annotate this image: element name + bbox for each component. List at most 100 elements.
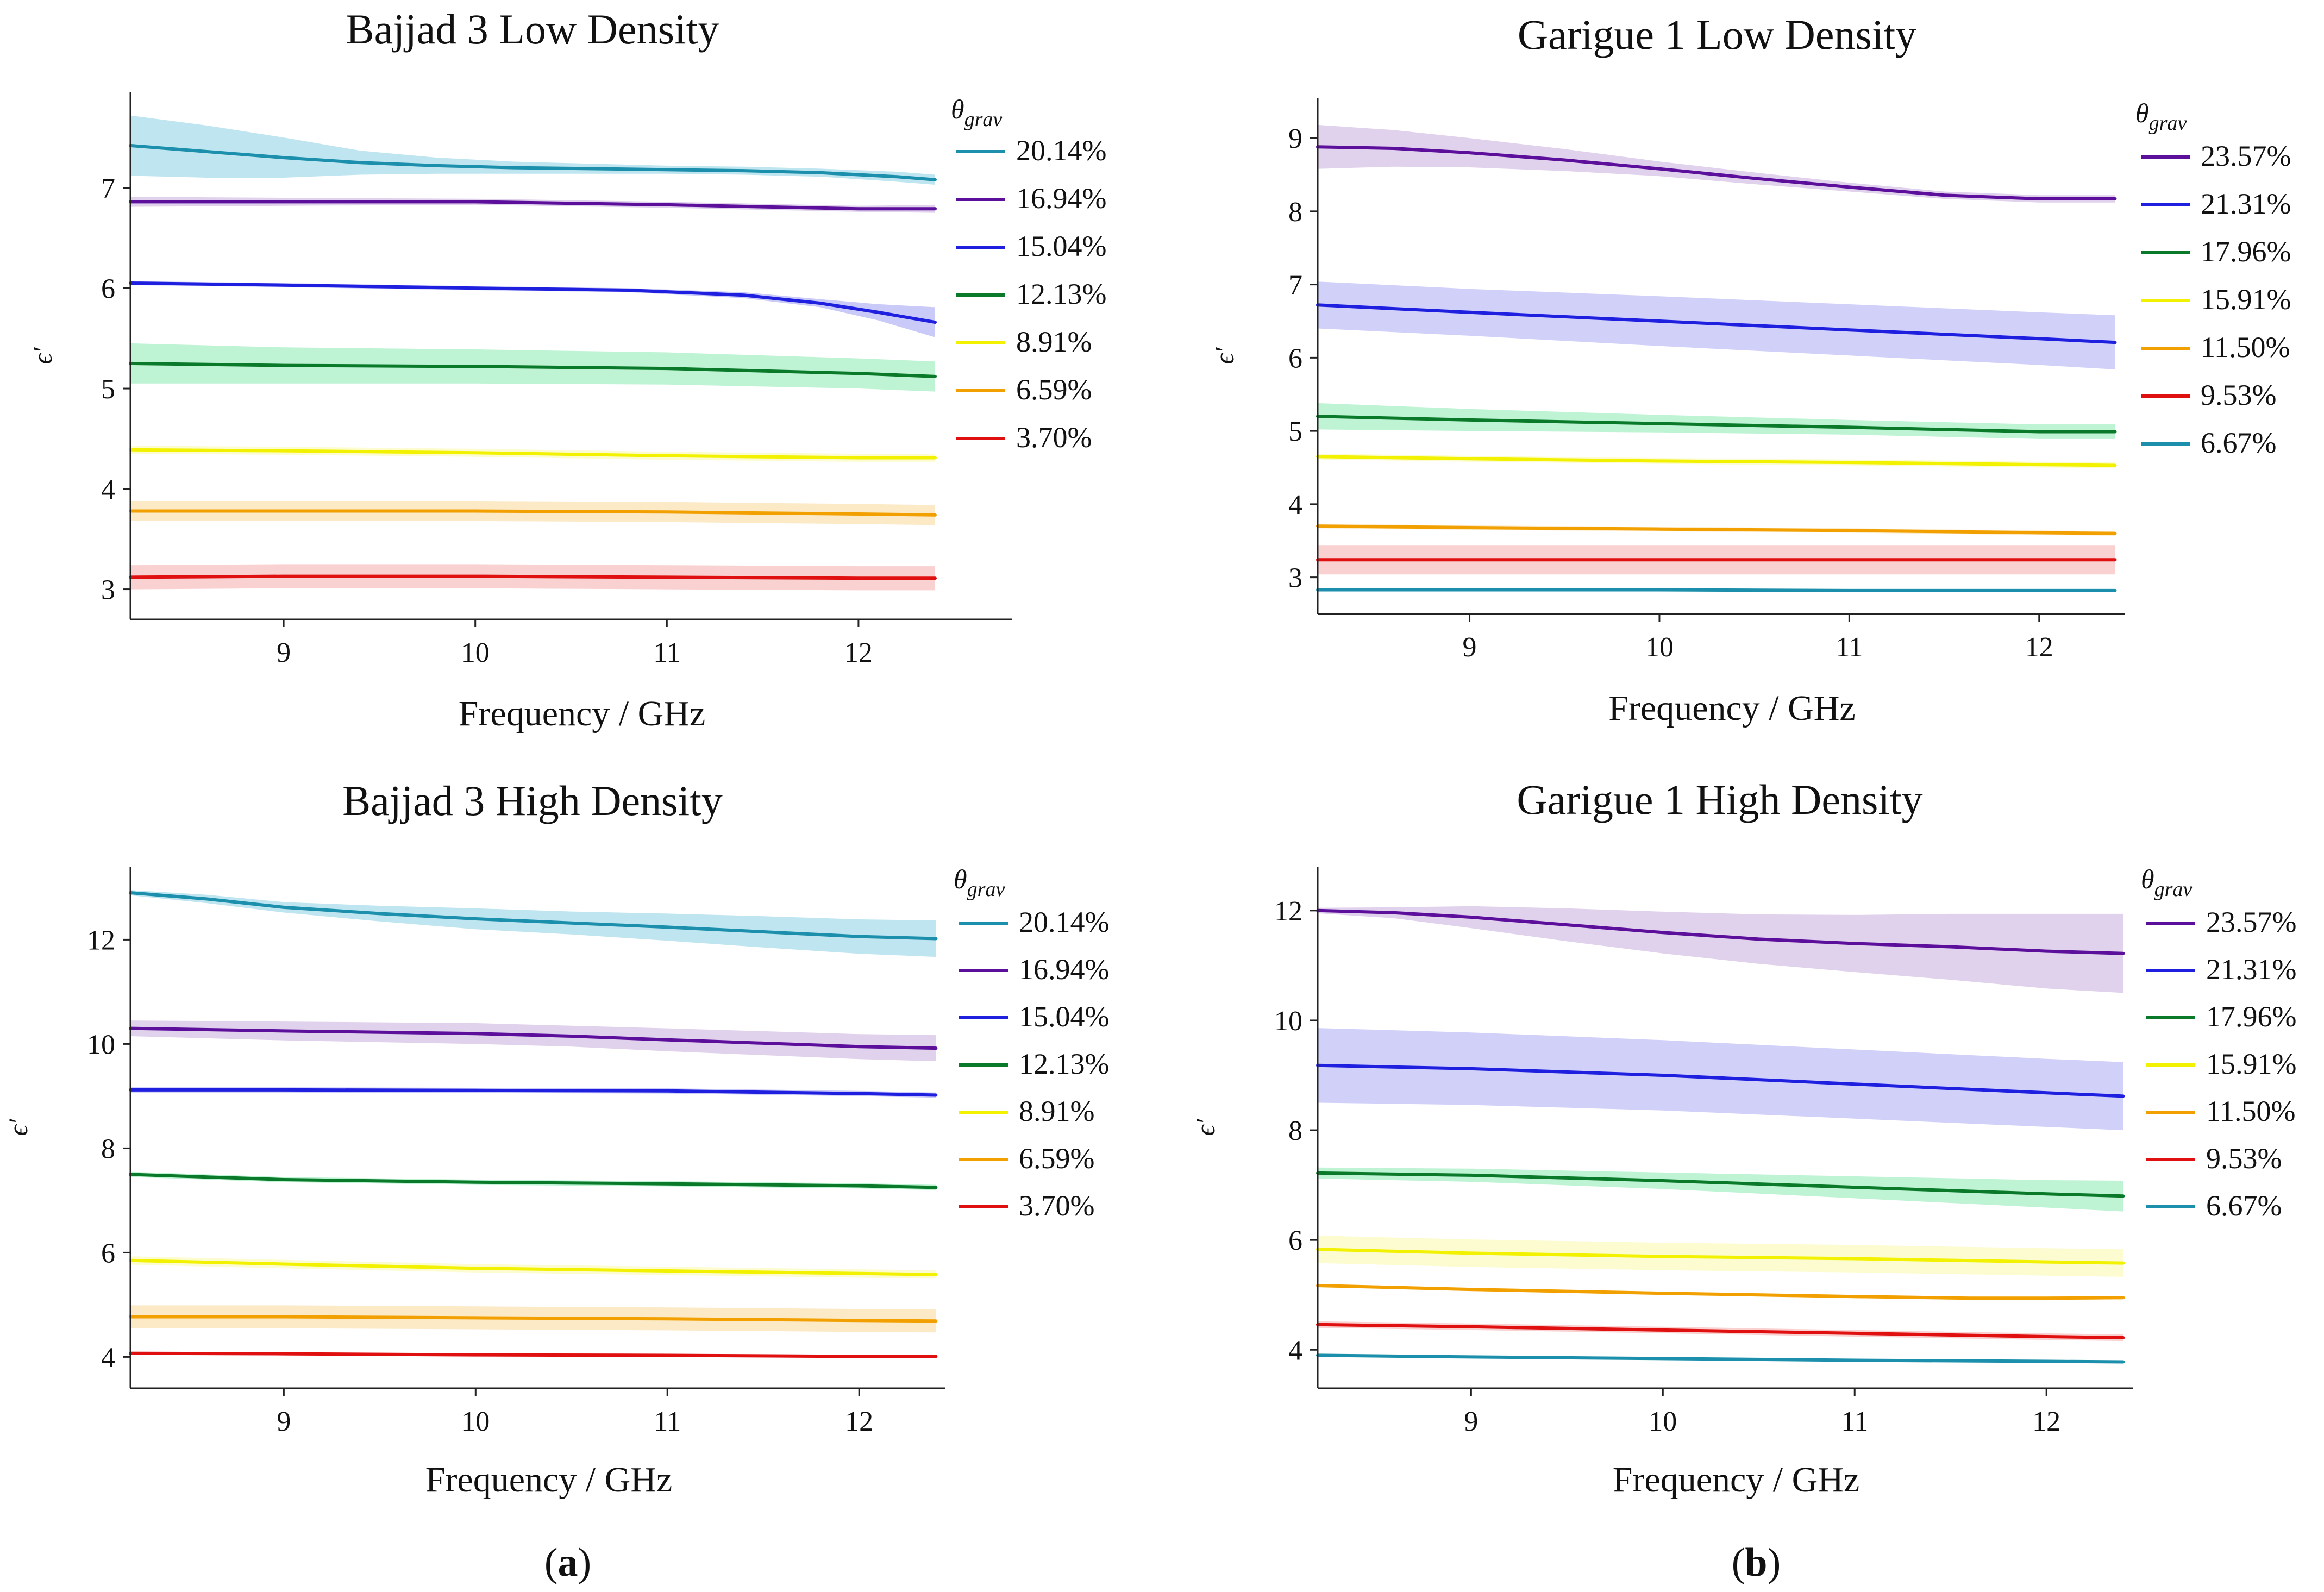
legend-label-8-91: 8.91% — [1016, 325, 1092, 358]
x-tick-label: 10 — [1649, 1406, 1677, 1437]
series-band-17-96 — [1318, 403, 2115, 439]
x-tick-label: 10 — [461, 1406, 490, 1437]
series-line-23-57 — [1316, 908, 2125, 955]
x-tick-label: 10 — [1645, 632, 1674, 663]
series-band-16-94 — [130, 197, 935, 213]
legend-label-11-50: 11.50% — [2206, 1095, 2295, 1127]
legend-label-6-59: 6.59% — [1016, 373, 1092, 406]
legend-label-12-13: 12.13% — [1019, 1048, 1109, 1080]
x-tick-label: 12 — [844, 637, 873, 668]
series-line-8-91 — [129, 448, 937, 460]
series-band-20-14 — [130, 890, 936, 957]
series-line-6-67 — [1316, 588, 2117, 592]
legend-label-11-50: 11.50% — [2201, 331, 2290, 363]
chart-title: Bajjad 3 Low Density — [346, 5, 719, 53]
y-axis-label: ϵ′ — [1209, 347, 1239, 364]
y-tick-label: 6 — [101, 1238, 115, 1269]
legend-label-21-31: 21.31% — [2201, 187, 2291, 220]
x-tick-label: 9 — [277, 1406, 291, 1437]
series-line-16-94 — [129, 1026, 938, 1050]
x-tick-label: 12 — [2032, 1406, 2060, 1437]
y-tick-label: 8 — [1288, 1115, 1302, 1146]
series-line-11-50 — [1316, 524, 2117, 535]
legend-label-20-14: 20.14% — [1019, 906, 1109, 938]
x-tick-label: 9 — [1464, 1406, 1478, 1437]
legend-label-15-91: 15.91% — [2201, 283, 2291, 316]
legend-label-6-67: 6.67% — [2201, 427, 2276, 459]
x-axis-label: Frequency / GHz — [425, 1460, 673, 1500]
legend-label-3-70: 3.70% — [1019, 1189, 1094, 1222]
y-tick-label: 10 — [1274, 1006, 1302, 1037]
chart-garigue1-high-density: Garigue 1 High Density 9 10 11 12 4 6 8 10 12 Freq… — [1190, 776, 2296, 1500]
legend: θgrav 20.14% 16.94% 15.04% 12.13% 8.91% 6.59% 3… — [951, 94, 1106, 454]
chart-bajjad3-low-density: Bajjad 3 Low Density 9 10 11 12 3 4 5 6 7 Frequenc… — [27, 5, 1106, 734]
series-band-12-13 — [130, 1171, 936, 1190]
series-band-23-57 — [1318, 906, 2123, 993]
x-tick-label: 9 — [1463, 632, 1477, 663]
y-axis-label: ϵ′ — [1190, 1118, 1220, 1136]
chart-title: Garigue 1 High Density — [1517, 776, 1922, 823]
x-tick-label: 12 — [2025, 632, 2053, 663]
x-axis-label: Frequency / GHz — [459, 694, 706, 734]
legend-title: θgrav — [951, 94, 1002, 131]
series-line-15-04 — [129, 1088, 938, 1097]
legend-label-6-59: 6.59% — [1019, 1142, 1094, 1175]
series-line-23-57 — [1316, 145, 2117, 200]
legend-label-12-13: 12.13% — [1016, 278, 1106, 310]
chart-bajjad3-high-density: Bajjad 3 High Density 9 10 11 12 4 6 8 10 12 Frequ… — [3, 777, 1109, 1500]
x-axis-label: Frequency / GHz — [1608, 688, 1856, 728]
legend-label-9-53: 9.53% — [2206, 1142, 2282, 1175]
y-tick-label: 10 — [87, 1029, 115, 1060]
y-tick-label: 5 — [1288, 416, 1302, 447]
y-tick-label: 5 — [101, 374, 115, 405]
series-line-21-31 — [1316, 1063, 2125, 1098]
legend-label-16-94: 16.94% — [1016, 182, 1106, 215]
y-tick-label: 4 — [1288, 1335, 1302, 1366]
chart-garigue1-low-density: Garigue 1 Low Density 9 10 11 12 3 4 5 6 7 8 9 Frequ… — [1209, 11, 2291, 728]
series-line-15-91 — [1316, 455, 2117, 467]
legend: θgrav 20.14% 16.94% 15.04% 12.13% 8.91% 6.59% 3… — [954, 864, 1109, 1222]
series-line-21-31 — [1316, 303, 2117, 344]
legend: θgrav 23.57% 21.31% 17.96% 15.91% 11.50% 9.53%… — [2135, 98, 2291, 459]
legend-label-17-96: 17.96% — [2206, 1000, 2296, 1033]
y-axis-label: ϵ′ — [3, 1118, 33, 1136]
legend-label-15-04: 15.04% — [1016, 230, 1106, 262]
series-line-9-53 — [1316, 1323, 2125, 1339]
series-line-12-13 — [129, 1173, 938, 1189]
y-tick-label: 4 — [1288, 490, 1302, 521]
y-tick-label: 9 — [1288, 123, 1302, 154]
y-tick-label: 4 — [101, 1342, 115, 1373]
x-tick-label: 11 — [653, 637, 680, 668]
series-line-15-91 — [1316, 1248, 2125, 1265]
legend-label-16-94: 16.94% — [1019, 953, 1109, 986]
y-tick-label: 3 — [101, 575, 115, 606]
series-line-17-96 — [1316, 415, 2117, 434]
series-band-21-31 — [1318, 281, 2115, 369]
x-tick-label: 11 — [1841, 1406, 1868, 1437]
series-band-20-14 — [130, 115, 935, 185]
series-line-20-14 — [129, 143, 937, 181]
y-tick-label: 6 — [1288, 1225, 1302, 1256]
legend-label-23-57: 23.57% — [2206, 906, 2296, 938]
series-line-3-70 — [129, 1351, 938, 1358]
series-line-20-14 — [129, 891, 938, 941]
series-line-3-70 — [129, 574, 937, 580]
x-tick-label: 11 — [1836, 632, 1863, 663]
legend-title: θgrav — [2141, 864, 2192, 901]
legend-label-15-91: 15.91% — [2206, 1048, 2296, 1080]
legend-label-9-53: 9.53% — [2201, 379, 2276, 411]
chart-title: Bajjad 3 High Density — [342, 777, 723, 824]
series-band-6-59 — [130, 501, 935, 525]
x-tick-label: 12 — [845, 1406, 873, 1437]
legend-label-21-31: 21.31% — [2206, 953, 2296, 986]
series-line-11-50 — [1316, 1284, 2125, 1300]
y-tick-label: 12 — [87, 925, 115, 956]
y-tick-label: 6 — [1288, 343, 1302, 374]
legend-label-17-96: 17.96% — [2201, 235, 2291, 268]
legend-label-20-14: 20.14% — [1016, 134, 1106, 167]
series-line-6-59 — [129, 509, 937, 517]
series-band-16-94 — [130, 1020, 936, 1062]
legend-label-23-57: 23.57% — [2201, 140, 2291, 172]
y-tick-label: 8 — [1288, 197, 1302, 228]
